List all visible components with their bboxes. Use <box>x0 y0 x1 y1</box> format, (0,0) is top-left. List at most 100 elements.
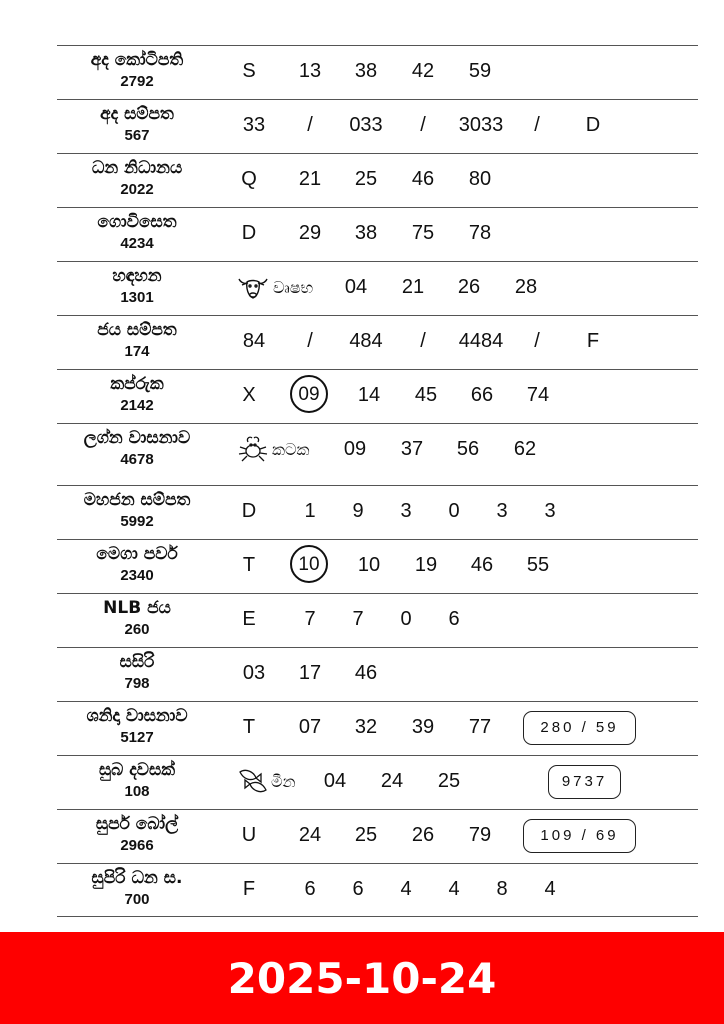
row-divider <box>57 809 698 810</box>
result-number: 3 <box>544 500 556 522</box>
result-number: 55 <box>526 554 550 576</box>
result-number: 484 <box>349 330 383 352</box>
result-number: 21 <box>401 276 425 298</box>
lottery-name: මහජන සම්පත <box>83 490 191 510</box>
lottery-name: සුබ දවසක් <box>98 760 176 780</box>
result-number: 42 <box>411 60 435 82</box>
row-divider <box>57 207 698 208</box>
draw-number: 2792 <box>120 73 154 90</box>
lottery-name: ශනිදා වාසනාව <box>86 706 188 726</box>
result-number: 0 <box>400 608 412 630</box>
result-row: සුපර් බෝල් 2966 U 24 25 26 79 109 / 69 <box>0 809 724 863</box>
result-number: 09 <box>343 438 367 460</box>
result-number: 78 <box>468 222 492 244</box>
result-row: මහජන සම්පත 5992 D 1 9 3 0 3 3 <box>0 485 724 539</box>
result-row: ශනිදා වාසනාව 5127 T 07 32 39 77 280 / 59 <box>0 701 724 755</box>
row-divider <box>57 99 698 100</box>
result-row: ගොවිසෙත 4234 D 29 38 75 78 <box>0 207 724 261</box>
bull-icon <box>236 270 270 304</box>
row-divider <box>57 369 698 370</box>
draw-number: 1301 <box>120 289 154 306</box>
draw-number: 567 <box>124 127 150 144</box>
result-number: F <box>242 878 256 900</box>
result-number: 24 <box>298 824 322 846</box>
result-number: 77 <box>468 716 492 738</box>
result-number: 04 <box>323 770 347 792</box>
result-number: 26 <box>457 276 481 298</box>
draw-number: 2340 <box>120 567 154 584</box>
bonus-number-circled: 10 <box>290 545 328 583</box>
result-number: 033 <box>349 114 383 136</box>
lottery-name: ලග්න වාසනාව <box>83 428 191 448</box>
zodiac-sign: මීන <box>271 772 296 791</box>
zodiac-sign: වෘෂභ <box>273 278 314 297</box>
result-number: 25 <box>437 770 461 792</box>
row-divider <box>57 916 698 917</box>
row-divider <box>57 315 698 316</box>
result-number: 37 <box>400 438 424 460</box>
result-number: 4484 <box>458 330 504 352</box>
row-divider <box>57 261 698 262</box>
result-number: 46 <box>354 662 378 684</box>
result-number: 3033 <box>458 114 504 136</box>
result-number: 14 <box>357 384 381 406</box>
result-number: T <box>242 554 256 576</box>
result-number: 07 <box>298 716 322 738</box>
row-divider <box>57 647 698 648</box>
result-row: සුබ දවසක් 108 මීන 04 24 25 9737 <box>0 755 724 809</box>
result-number: 26 <box>411 824 435 846</box>
result-number: 29 <box>298 222 322 244</box>
result-number: X <box>242 384 256 406</box>
row-divider <box>57 701 698 702</box>
result-number: 7 <box>304 608 316 630</box>
draw-number: 5992 <box>120 513 154 530</box>
result-number: F <box>586 330 600 352</box>
result-number: 38 <box>354 60 378 82</box>
row-divider <box>57 755 698 756</box>
zodiac-sign: කටක <box>272 440 310 459</box>
result-number: 7 <box>352 608 364 630</box>
result-number: 39 <box>411 716 435 738</box>
result-row: ධන නිධානය 2022 Q 21 25 46 80 <box>0 153 724 207</box>
result-row: අද සම්පත 567 33 / 033 / 3033 / D <box>0 99 724 153</box>
result-number: U <box>241 824 257 846</box>
result-number: D <box>241 500 257 522</box>
result-number: 3 <box>400 500 412 522</box>
lottery-name: ජය සම්පත <box>97 320 177 340</box>
result-row: සුපිරි ධන ස. 700 F 6 6 4 4 8 4 <box>0 863 724 917</box>
lottery-name: අද කෝටිපති <box>90 50 184 70</box>
result-number: 79 <box>468 824 492 846</box>
result-row: NLB ජය 260 E 7 7 0 6 <box>0 593 724 647</box>
draw-number: 108 <box>124 783 150 800</box>
result-number: 03 <box>242 662 266 684</box>
result-number: Q <box>241 168 257 190</box>
extra-result-box: 9737 <box>548 765 621 799</box>
row-divider <box>57 485 698 486</box>
result-number: 80 <box>468 168 492 190</box>
result-number: 45 <box>414 384 438 406</box>
result-number: 4 <box>400 878 412 900</box>
draw-number: 4678 <box>120 451 154 468</box>
result-number: 3 <box>496 500 508 522</box>
result-number: S <box>242 60 256 82</box>
result-number: 6 <box>448 608 460 630</box>
lottery-name: හඳහන <box>112 266 162 286</box>
separator: / <box>307 114 313 136</box>
result-number: 4 <box>448 878 460 900</box>
result-number: 21 <box>298 168 322 190</box>
row-divider <box>57 593 698 594</box>
result-number: 13 <box>298 60 322 82</box>
result-number: 32 <box>354 716 378 738</box>
draw-number: 5127 <box>120 729 154 746</box>
result-number: 25 <box>354 824 378 846</box>
bonus-number-circled: 09 <box>290 375 328 413</box>
draw-number: 700 <box>124 891 150 908</box>
result-number: E <box>242 608 256 630</box>
crab-icon <box>236 432 270 466</box>
result-row: කප්රුක 2142 X 09 14 45 66 74 <box>0 369 724 423</box>
draw-number: 2966 <box>120 837 154 854</box>
result-number: 28 <box>514 276 538 298</box>
result-number: 4 <box>544 878 556 900</box>
result-number: 0 <box>448 500 460 522</box>
result-number: 1 <box>304 500 316 522</box>
